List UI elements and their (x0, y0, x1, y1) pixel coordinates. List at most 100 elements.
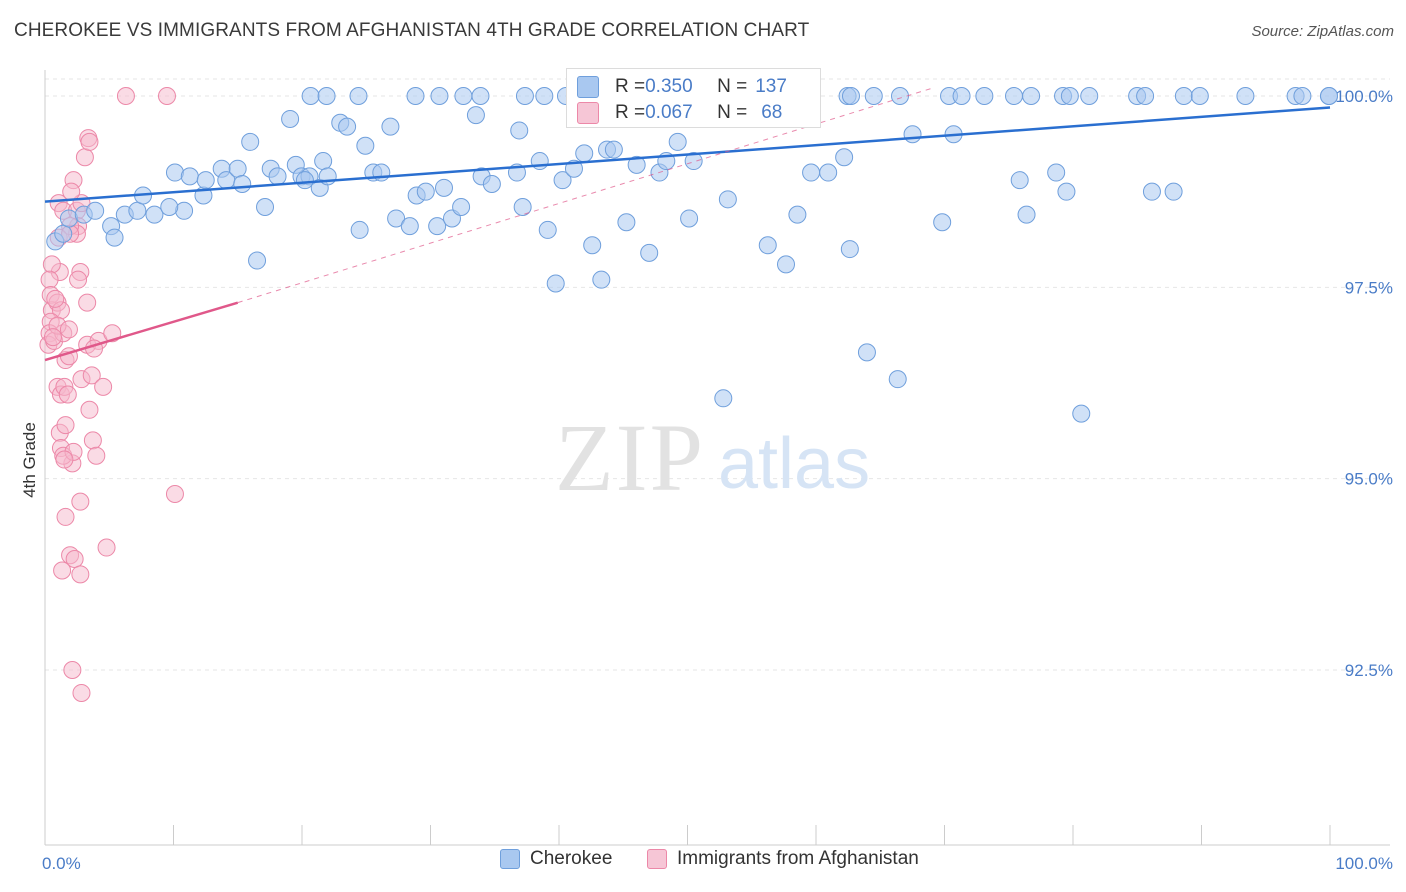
data-point-cherokee (933, 213, 952, 232)
stats-r-value: 0.350 (645, 76, 693, 97)
data-point-cherokee (165, 163, 184, 182)
trend-line-afghanistan (44, 301, 239, 362)
watermark: ZIP atlas (555, 404, 870, 511)
data-point-cherokee (268, 167, 287, 186)
data-point-cherokee (145, 205, 164, 224)
data-point-cherokee (1047, 163, 1066, 182)
data-point-cherokee (553, 171, 572, 190)
data-point-cherokee (515, 87, 534, 105)
data-point-afghanistan (75, 148, 94, 167)
data-point-cherokee (538, 220, 557, 239)
stats-swatch-cherokee (577, 76, 599, 98)
data-point-afghanistan (62, 182, 81, 201)
legend-label-afghanistan: Immigrants from Afghanistan (677, 848, 919, 869)
data-point-afghanistan (55, 450, 74, 469)
data-point-cherokee (592, 270, 611, 289)
data-point-cherokee (1320, 87, 1338, 105)
data-point-cherokee (387, 209, 406, 228)
stats-r-label: R = (615, 102, 646, 123)
data-point-cherokee (406, 87, 425, 105)
data-point-afghanistan (69, 270, 88, 289)
data-point-cherokee (684, 152, 703, 171)
data-point-cherokee (228, 159, 247, 178)
data-point-cherokee (466, 106, 485, 125)
data-point-cherokee (758, 236, 777, 255)
y-axis-label: 4th Grade (20, 422, 39, 498)
data-point-cherokee (233, 175, 252, 194)
data-point-afghanistan (63, 661, 82, 679)
data-point-cherokee (668, 132, 687, 151)
data-point-afghanistan (78, 293, 97, 312)
legend-item-afghanistan[interactable]: Immigrants from Afghanistan (647, 848, 919, 870)
data-point-cherokee (428, 217, 447, 236)
y-tick-label: 95.0% (1345, 470, 1393, 489)
data-point-cherokee (546, 274, 565, 293)
x-tick-label: 100.0% (1335, 854, 1393, 873)
data-point-cherokee (105, 228, 124, 247)
data-point-cherokee (888, 370, 907, 389)
data-point-afghanistan (72, 683, 91, 702)
stats-row-cherokee: R = 0.350 N = 137 (577, 74, 787, 100)
legend-item-cherokee[interactable]: Cherokee (500, 848, 612, 870)
data-point-cherokee (256, 197, 275, 216)
data-point-afghanistan (157, 87, 176, 105)
data-point-cherokee (1174, 87, 1193, 105)
data-point-cherokee (819, 163, 838, 182)
trend-lines (44, 87, 1331, 362)
axes (44, 70, 1390, 846)
data-point-cherokee (1293, 87, 1312, 105)
data-point-afghanistan (56, 416, 75, 435)
data-point-afghanistan (97, 538, 116, 557)
data-point-afghanistan (71, 492, 90, 511)
data-point-cherokee (160, 197, 179, 216)
data-point-cherokee (301, 87, 320, 105)
stats-n-label: N = (717, 76, 748, 97)
tick-labels: 92.5% 95.0% 97.5% 100.0% 0.0% 100.0% (42, 87, 1393, 873)
data-point-cherokee (54, 224, 73, 243)
legend-swatch-afghanistan (647, 849, 667, 869)
data-point-afghanistan (116, 87, 135, 105)
data-point-afghanistan (80, 132, 99, 151)
x-tick-label: 0.0% (42, 854, 81, 873)
data-point-cherokee (430, 87, 449, 105)
watermark-atlas: atlas (718, 424, 870, 504)
stats-box: R = 0.350 N = 137 R = 0.067 N = 68 (566, 68, 821, 128)
data-point-cherokee (891, 87, 909, 105)
data-point-cherokee (857, 343, 876, 362)
data-point-cherokee (718, 190, 737, 209)
data-point-afghanistan (43, 328, 62, 347)
data-point-cherokee (617, 213, 636, 232)
data-point-cherokee (1060, 87, 1079, 105)
stats-n-label: N = (717, 102, 748, 123)
data-point-cherokee (714, 389, 733, 408)
y-tick-label: 92.5% (1345, 661, 1393, 680)
data-point-cherokee (196, 171, 215, 190)
data-point-cherokee (350, 220, 369, 239)
data-point-cherokee (435, 178, 453, 197)
data-point-cherokee (604, 140, 623, 159)
data-point-afghanistan (165, 484, 184, 503)
data-point-cherokee (627, 155, 646, 174)
data-point-cherokee (777, 255, 795, 274)
data-point-afghanistan (40, 270, 59, 289)
grid-lines (45, 78, 1390, 671)
data-point-cherokee (314, 152, 333, 171)
data-point-afghanistan (87, 446, 106, 465)
source-label: Source: ZipAtlas.com (1251, 23, 1394, 40)
data-point-cherokee (1072, 404, 1091, 423)
stats-row-afghanistan: R = 0.067 N = 68 (577, 100, 782, 126)
data-point-cherokee (128, 201, 147, 220)
data-point-cherokee (952, 87, 971, 105)
y-tick-label: 100.0% (1335, 87, 1393, 106)
data-point-cherokee (454, 87, 473, 105)
data-point-cherokee (1164, 182, 1183, 201)
data-point-cherokee (1022, 87, 1041, 105)
data-point-afghanistan (58, 385, 77, 404)
stats-r-value: 0.067 (645, 102, 693, 123)
data-point-afghanistan (42, 255, 61, 274)
data-point-cherokee (1236, 87, 1255, 105)
data-point-afghanistan (71, 565, 90, 584)
stats-swatch-afghanistan (577, 102, 599, 124)
data-point-cherokee (1190, 87, 1209, 105)
data-point-cherokee (86, 201, 105, 220)
